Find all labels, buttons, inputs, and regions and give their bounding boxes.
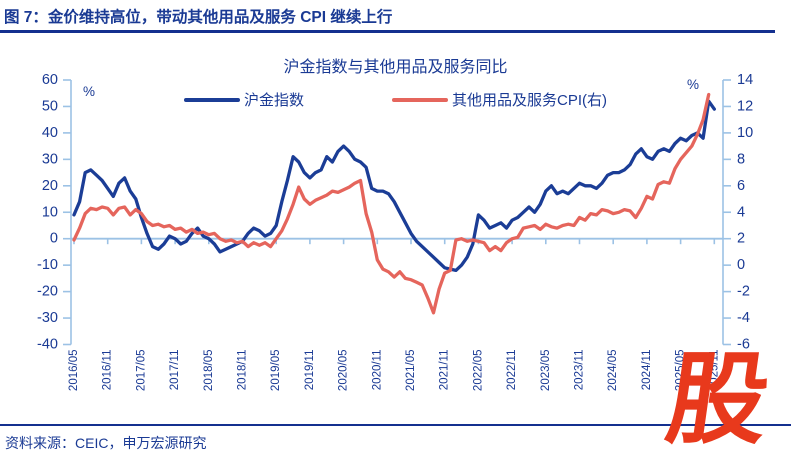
x-tick-label: 2025/11 bbox=[708, 350, 720, 391]
x-tick-label: 2016/11 bbox=[102, 350, 114, 391]
x-tick-label: 2024/05 bbox=[607, 350, 619, 392]
figure-title: 图 7：金价维持高位，带动其他用品及服务 CPI 继续上行 bbox=[4, 9, 393, 26]
x-tick-label: 2020/05 bbox=[338, 350, 350, 392]
right-axis-unit: % bbox=[687, 77, 699, 92]
x-tick-label: 2019/11 bbox=[304, 350, 316, 391]
chart-title: 沪金指数与其他用品及服务同比 bbox=[283, 59, 508, 76]
left-y-tick-label: 30 bbox=[42, 151, 58, 167]
source-note: 资料来源：CEIC，申万宏源研究 bbox=[5, 435, 207, 451]
x-tick-label: 2023/11 bbox=[574, 350, 586, 391]
x-tick-label: 2021/05 bbox=[405, 350, 417, 392]
x-tick-label: 2021/11 bbox=[439, 350, 451, 391]
right-y-tick-label: 2 bbox=[737, 231, 745, 247]
left-y-tick-label: 20 bbox=[42, 178, 58, 194]
right-y-tick-label: 6 bbox=[737, 178, 745, 194]
right-y-tick-label: -4 bbox=[737, 310, 750, 326]
left-axis-unit: % bbox=[83, 84, 95, 99]
x-tick-label: 2016/05 bbox=[68, 350, 80, 392]
chart-legend: 沪金指数 其他用品及服务CPI(右) bbox=[0, 89, 791, 110]
gold-index-line-swatch bbox=[183, 97, 240, 102]
x-tick-label: 2025/05 bbox=[675, 350, 687, 392]
left-y-tick-label: 50 bbox=[42, 98, 58, 114]
gold-index-line bbox=[72, 99, 716, 273]
cpi-line bbox=[72, 92, 711, 315]
cpi-legend-label: 其他用品及服务CPI(右) bbox=[452, 92, 607, 109]
left-y-tick-label: -20 bbox=[37, 284, 58, 300]
left-y-tick-label: 0 bbox=[50, 231, 58, 247]
x-tick-label: 2022/11 bbox=[506, 350, 518, 391]
right-y-tick-label: 8 bbox=[737, 151, 745, 167]
x-tick-label: 2024/11 bbox=[641, 350, 653, 391]
footer-rule bbox=[0, 424, 791, 426]
right-y-tick-label: 10 bbox=[737, 125, 753, 141]
x-tick-label: 2018/11 bbox=[237, 350, 249, 391]
right-y-tick-label: 12 bbox=[737, 98, 753, 114]
right-y-tick-label: 14 bbox=[737, 72, 753, 88]
x-tick-label: 2017/11 bbox=[169, 350, 181, 391]
right-y-tick-label: 4 bbox=[737, 204, 745, 220]
x-tick-label: 2018/05 bbox=[203, 350, 215, 392]
left-y-tick-label: -40 bbox=[37, 337, 58, 353]
x-tick-label: 2019/05 bbox=[270, 350, 282, 392]
watermark-stamp: 股 bbox=[660, 344, 776, 456]
right-y-tick-label: 0 bbox=[737, 257, 745, 273]
cpi-line-swatch bbox=[392, 97, 448, 102]
x-tick-label: 2023/05 bbox=[540, 350, 552, 392]
header-rule bbox=[0, 30, 775, 33]
x-tick-label: 2017/05 bbox=[135, 350, 147, 392]
right-y-tick-label: -2 bbox=[737, 284, 750, 300]
left-y-tick-label: 60 bbox=[42, 72, 58, 88]
left-y-tick-label: -30 bbox=[37, 310, 58, 326]
left-y-tick-label: 40 bbox=[42, 125, 58, 141]
right-y-tick-label: -6 bbox=[737, 337, 750, 353]
left-y-tick-label: -10 bbox=[37, 257, 58, 273]
left-y-tick-label: 10 bbox=[42, 204, 58, 220]
x-tick-label: 2022/05 bbox=[472, 350, 484, 392]
gold-index-legend-label: 沪金指数 bbox=[243, 92, 304, 109]
x-tick-label: 2020/11 bbox=[371, 350, 383, 391]
legend-item-gold-index: 沪金指数 bbox=[183, 89, 304, 110]
legend-item-cpi: 其他用品及服务CPI(右) bbox=[392, 89, 607, 110]
